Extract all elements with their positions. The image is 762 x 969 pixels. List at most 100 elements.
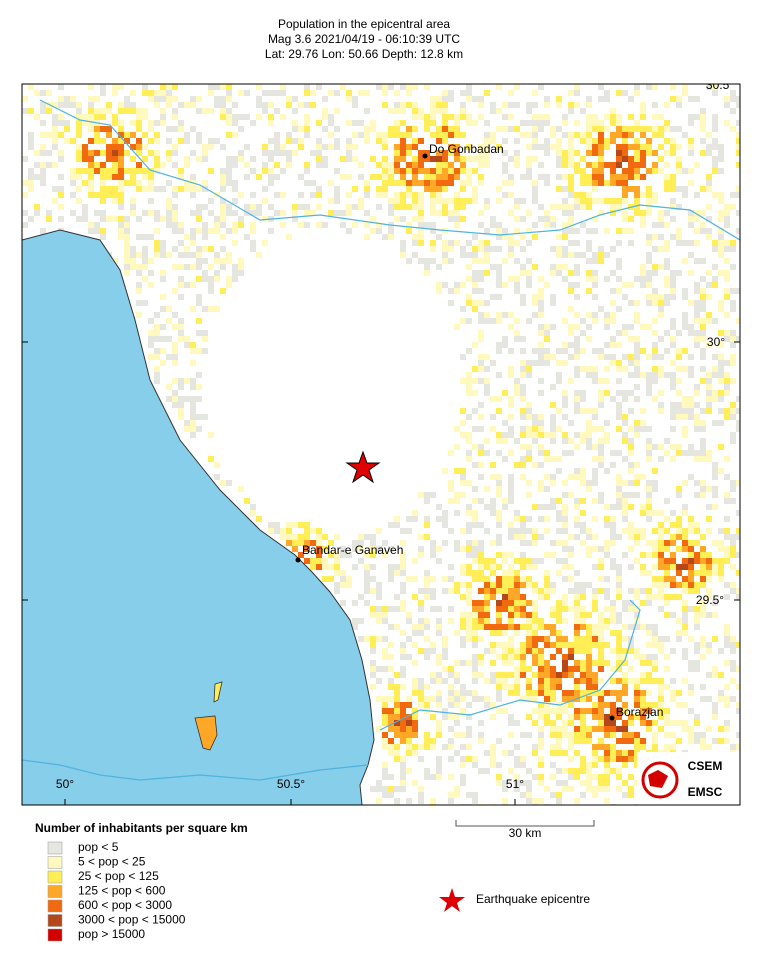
population-cell — [640, 600, 646, 606]
population-cell — [490, 678, 496, 684]
population-cell — [184, 342, 190, 348]
population-cell — [454, 588, 460, 594]
population-cell — [496, 144, 502, 150]
population-cell — [688, 474, 694, 480]
population-cell — [562, 222, 568, 228]
population-cell — [736, 288, 740, 294]
population-cell — [160, 84, 166, 90]
population-cell — [544, 582, 550, 588]
population-cell — [610, 612, 616, 618]
population-cell — [226, 228, 232, 234]
population-cell — [226, 282, 232, 288]
population-cell — [442, 642, 448, 648]
population-cell — [676, 390, 682, 396]
population-cell — [706, 84, 712, 90]
population-cell — [700, 108, 706, 114]
population-cell — [340, 84, 346, 90]
population-cell — [682, 624, 688, 630]
population-cell — [532, 414, 538, 420]
population-cell — [592, 120, 598, 126]
population-cell — [568, 222, 574, 228]
population-cell — [232, 240, 238, 246]
population-cell — [592, 228, 598, 234]
population-cell — [514, 204, 520, 210]
population-cell — [484, 138, 490, 144]
population-cell — [154, 90, 160, 96]
population-cell — [166, 396, 172, 402]
population-cell — [406, 84, 412, 90]
population-cell — [544, 636, 550, 642]
population-cell — [688, 240, 694, 246]
population-cell — [64, 120, 70, 126]
population-cell — [520, 384, 526, 390]
population-cell — [448, 672, 454, 678]
population-cell — [310, 558, 316, 564]
population-cell — [520, 582, 526, 588]
population-cell — [418, 648, 424, 654]
population-cell — [226, 114, 232, 120]
population-cell — [652, 480, 658, 486]
population-cell — [484, 228, 490, 234]
population-cell — [346, 174, 352, 180]
population-cell — [610, 132, 616, 138]
lon-label: 51° — [506, 777, 524, 791]
population-cell — [448, 174, 454, 180]
population-cell — [418, 684, 424, 690]
population-cell — [586, 198, 592, 204]
population-cell — [532, 432, 538, 438]
population-cell — [376, 132, 382, 138]
population-cell — [196, 414, 202, 420]
population-cell — [394, 162, 400, 168]
population-cell — [418, 534, 424, 540]
population-cell — [550, 720, 556, 726]
population-cell — [460, 684, 466, 690]
population-cell — [682, 84, 688, 90]
population-cell — [580, 756, 586, 762]
population-cell — [568, 714, 574, 720]
population-cell — [226, 480, 232, 486]
population-cell — [598, 246, 604, 252]
population-cell — [430, 492, 436, 498]
population-cell — [172, 396, 178, 402]
population-cell — [706, 378, 712, 384]
population-cell — [394, 714, 400, 720]
population-cell — [604, 432, 610, 438]
population-cell — [598, 714, 604, 720]
population-cell — [556, 144, 562, 150]
population-cell — [334, 144, 340, 150]
population-cell — [700, 138, 706, 144]
population-cell — [586, 204, 592, 210]
population-cell — [616, 330, 622, 336]
population-cell — [586, 174, 592, 180]
population-cell — [718, 558, 724, 564]
population-cell — [616, 288, 622, 294]
population-cell — [388, 84, 394, 90]
population-cell — [580, 198, 586, 204]
population-cell — [520, 660, 526, 666]
population-cell — [40, 90, 46, 96]
population-cell — [706, 396, 712, 402]
population-cell — [388, 654, 394, 660]
population-cell — [286, 132, 292, 138]
population-cell — [364, 210, 370, 216]
population-cell — [724, 558, 730, 564]
population-cell — [412, 630, 418, 636]
population-cell — [598, 660, 604, 666]
population-cell — [730, 378, 736, 384]
population-cell — [736, 408, 740, 414]
population-cell — [304, 204, 310, 210]
population-cell — [514, 756, 520, 762]
population-cell — [580, 498, 586, 504]
population-cell — [514, 150, 520, 156]
population-cell — [730, 636, 736, 642]
population-cell — [478, 672, 484, 678]
population-cell — [502, 786, 508, 792]
population-cell — [490, 672, 496, 678]
population-cell — [178, 264, 184, 270]
population-cell — [466, 552, 472, 558]
population-cell — [394, 798, 400, 804]
population-cell — [238, 486, 244, 492]
population-cell — [514, 84, 520, 90]
population-cell — [550, 126, 556, 132]
population-cell — [466, 156, 472, 162]
